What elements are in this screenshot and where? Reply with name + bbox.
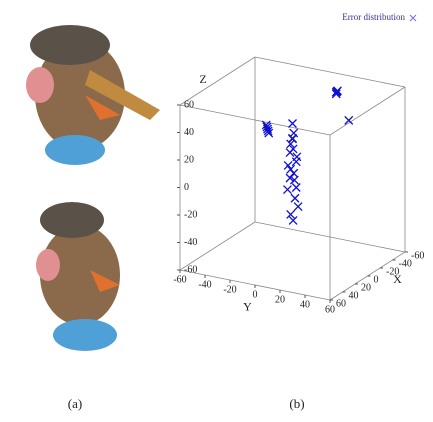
y-tick-label: -60 [173, 274, 186, 285]
potato-image-top [26, 25, 160, 165]
z-tick-label: -40 [184, 237, 197, 248]
box-edge [180, 57, 255, 105]
point [287, 165, 295, 173]
point [291, 194, 299, 202]
z-axis-label: Z [199, 72, 206, 86]
figure: (a) (b) -60-40-200204060-60-40-200204060… [0, 0, 433, 422]
point [289, 134, 297, 142]
y-tick-label: 20 [275, 294, 285, 305]
y-tick-label: 0 [253, 289, 258, 300]
y-tick-label: 40 [300, 299, 310, 310]
z-tick-label: -20 [184, 209, 197, 220]
point [289, 120, 297, 128]
z-tick-label: 40 [184, 127, 194, 138]
box-edge [255, 57, 405, 87]
x-tick-label: 20 [361, 282, 371, 293]
x-tick-label: 0 [374, 274, 379, 285]
y-tick-label: 60 [325, 304, 335, 315]
y-axis-label: Y [243, 299, 252, 313]
point [294, 203, 302, 211]
z-tick-label: 20 [184, 154, 194, 165]
x-axis-label: X [393, 272, 402, 286]
x-tick-label: -60 [411, 250, 424, 261]
y-tick-label: -40 [198, 279, 211, 290]
point [292, 184, 300, 192]
z-tick-label: 0 [184, 182, 189, 193]
point [284, 186, 292, 194]
legend-label: Error distribution [342, 12, 405, 22]
x-tick-label: 60 [336, 298, 346, 309]
x-tick-label: 40 [349, 290, 359, 301]
potato-image-bottom [36, 202, 120, 351]
point [292, 158, 300, 166]
panel-label: (a) [68, 396, 82, 411]
point [286, 149, 294, 157]
x-tick-label: -40 [399, 258, 412, 269]
z-tick-label: 60 [184, 99, 194, 110]
legend-marker [410, 15, 416, 21]
y-tick-label: -20 [223, 284, 236, 295]
panel-label: (b) [289, 396, 304, 411]
